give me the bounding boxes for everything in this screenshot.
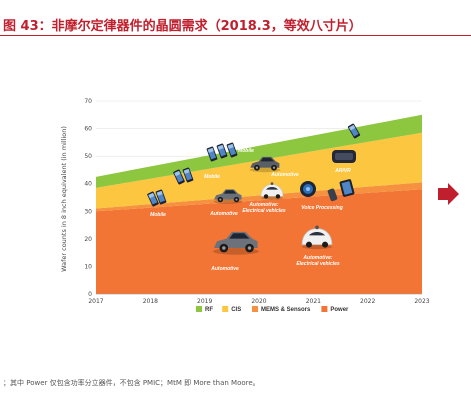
chart-inset-icons xyxy=(147,123,361,255)
smartphone-icon xyxy=(173,169,185,185)
microphone-icon xyxy=(300,181,316,197)
legend-label: CIS xyxy=(231,307,241,313)
area-mems-sensors xyxy=(96,182,422,212)
y-tick-label: 10 xyxy=(84,263,92,270)
controller-icon xyxy=(327,179,355,202)
car-icon xyxy=(213,189,243,204)
legend-label: RF xyxy=(205,307,213,313)
legend-swatch xyxy=(196,306,202,312)
legend-swatch xyxy=(252,306,258,312)
smartphone-icon xyxy=(216,143,228,159)
area-power xyxy=(96,189,422,294)
next-page-arrow-icon xyxy=(438,183,459,205)
x-tick-label: 2019 xyxy=(197,298,212,305)
x-tick-label: 2022 xyxy=(360,298,375,305)
area-rf xyxy=(96,114,422,188)
annotation-label: Automotive xyxy=(270,172,299,178)
footnote: ；其中 Power 仅包含功率分立器件，不包含 PMIC；MtM 即 More … xyxy=(3,379,260,387)
annotation-label: AR/VR xyxy=(334,168,351,174)
smartphone-icon xyxy=(147,191,159,207)
annotation-label: Mobile xyxy=(204,174,220,180)
y-axis-title: Wafer counts in 8 inch equivalent (in mi… xyxy=(60,126,68,272)
annotation-label: Electrical vehicles xyxy=(296,261,340,267)
smartphone-icon xyxy=(347,123,361,139)
smartphone-icon xyxy=(206,146,218,162)
annotation-label: Electrical vehicles xyxy=(242,208,286,214)
vr-headset-icon xyxy=(332,150,356,163)
annotation-label: Mobile xyxy=(238,148,254,154)
page-title: 图 43：非摩尔定律器件的晶圆需求（2018.3，等效八寸片） xyxy=(3,19,362,34)
y-tick-label: 20 xyxy=(84,236,92,243)
chart-legend: RF CIS MEMS & Sensors Power xyxy=(196,306,349,313)
y-tick-label: 70 xyxy=(84,98,92,105)
annotation-label: Automotive xyxy=(209,211,238,217)
x-tick-label: 2017 xyxy=(88,298,103,305)
smartphone-icon xyxy=(226,142,238,158)
chart-annotation-labels: Mobile Mobile Mobile Automotive Automotive Au… xyxy=(150,148,351,272)
legend-label: MEMS & Sensors xyxy=(261,307,311,313)
title-divider xyxy=(0,35,471,36)
annotation-label: Automotive xyxy=(210,266,239,272)
chart-axes: 0 10 20 30 40 50 60 70 2017 2018 2019 2020 2021 2022 2… xyxy=(84,98,429,305)
x-tick-label: 2020 xyxy=(251,298,266,305)
electric-car-icon xyxy=(260,182,284,200)
smartphone-icon xyxy=(182,167,194,183)
annotation-label: Automotive: xyxy=(248,202,279,208)
annotation-label: Voice Processing xyxy=(301,205,343,211)
smartphone-icon xyxy=(155,189,167,205)
legend-swatch xyxy=(321,306,328,312)
legend-swatch xyxy=(222,306,229,312)
annotation-label: Automotive: xyxy=(302,255,333,261)
x-tick-label: 2021 xyxy=(306,298,321,305)
y-tick-label: 30 xyxy=(84,208,92,215)
y-tick-label: 60 xyxy=(84,126,92,133)
car-icon xyxy=(213,231,259,255)
x-tick-label: 2018 xyxy=(143,298,158,305)
x-tick-label: 2023 xyxy=(414,298,429,305)
legend-label: Power xyxy=(330,307,349,313)
car-icon xyxy=(249,156,281,173)
y-tick-label: 40 xyxy=(84,181,92,188)
electric-car-icon xyxy=(301,225,333,250)
y-tick-label: 50 xyxy=(84,153,92,160)
y-tick-label: 0 xyxy=(88,291,92,298)
annotation-label: Mobile xyxy=(150,212,166,218)
